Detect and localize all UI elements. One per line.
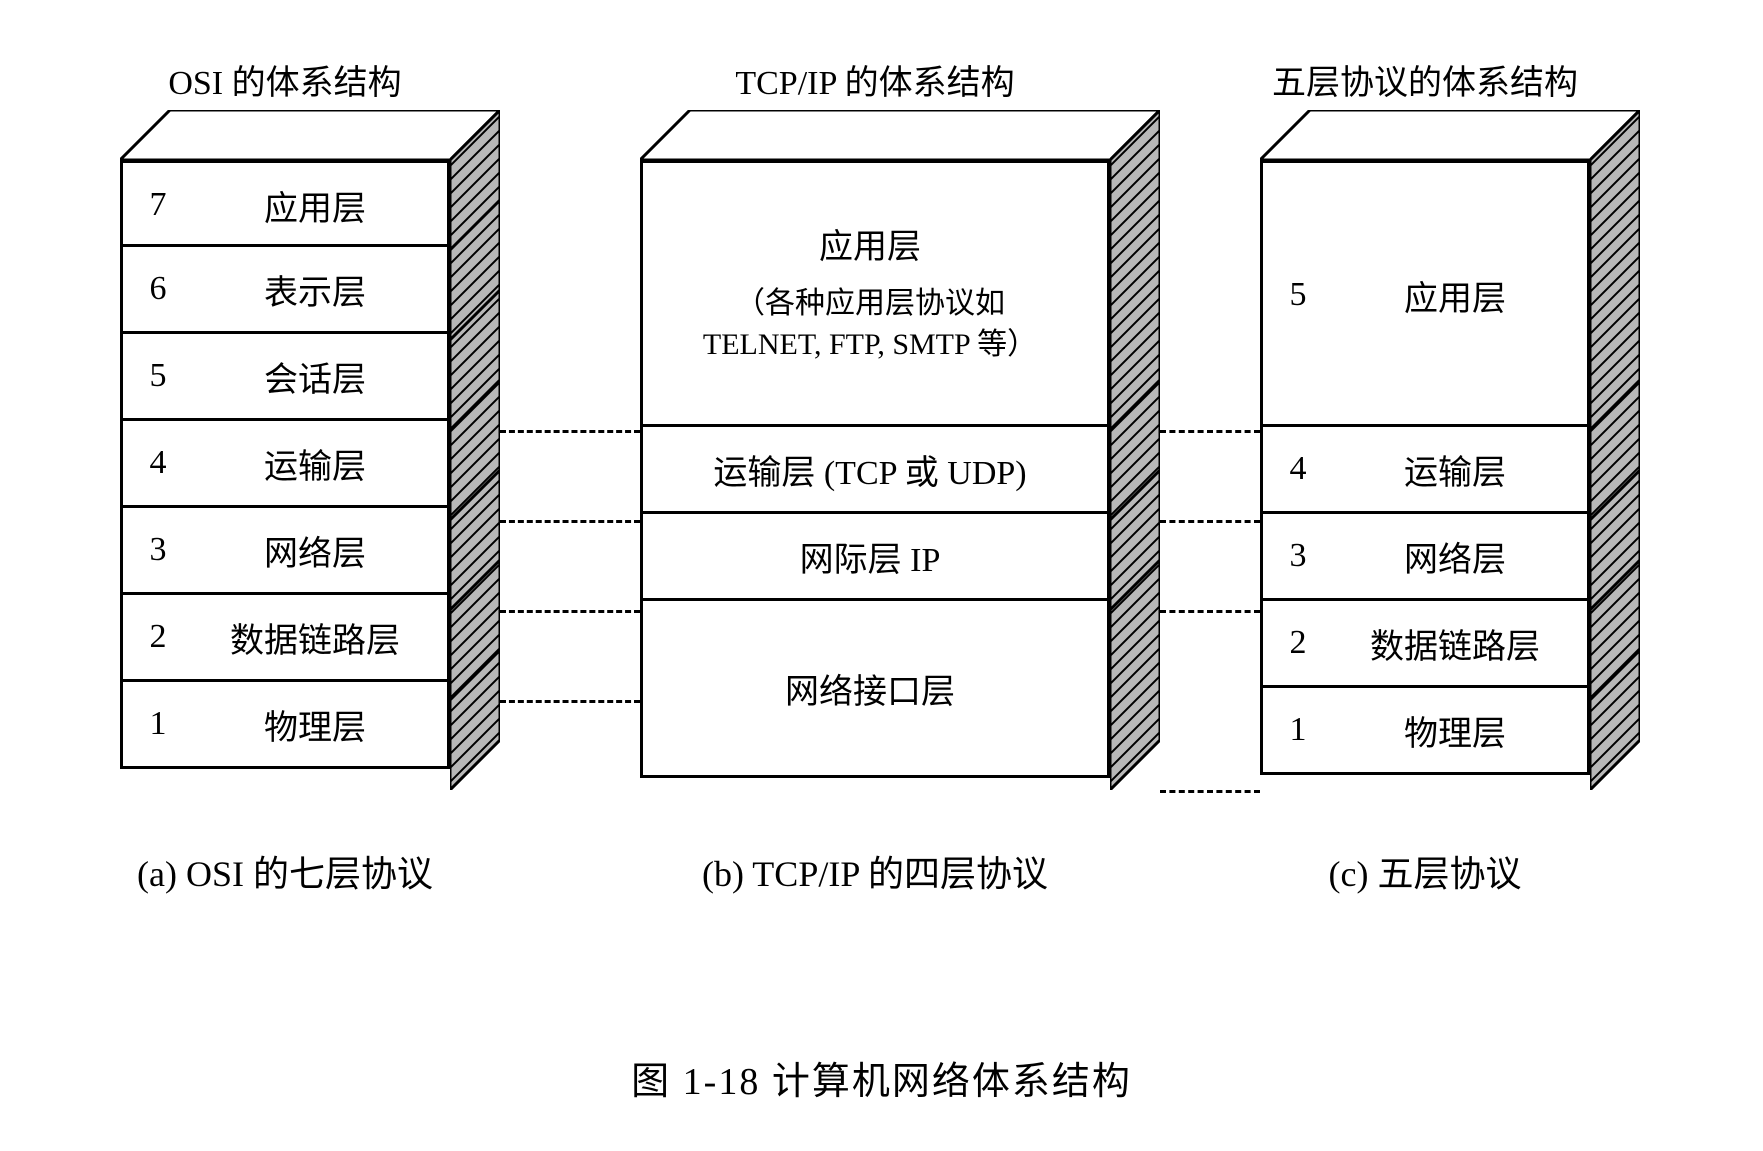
five-layer-1: 4运输层	[1260, 424, 1590, 514]
dash-1-1	[1160, 520, 1260, 523]
osi-layer-1-number: 6	[123, 270, 193, 308]
five-layer-2: 3网络层	[1260, 511, 1590, 601]
five-title: 五层协议的体系结构	[1215, 55, 1635, 104]
osi-layer-6: 1物理层	[120, 679, 450, 769]
osi-layer-5-label: 数据链路层	[193, 613, 447, 662]
osi-layer-2-number: 5	[123, 357, 193, 395]
five-layer-4-label: 物理层	[1333, 706, 1587, 755]
figure-caption: 图 1-18 计算机网络体系结构	[0, 1050, 1763, 1105]
osi-layer-2-label: 会话层	[193, 352, 447, 401]
tcpip-layer-1: 运输层 (TCP 或 UDP)	[640, 424, 1110, 514]
dash-2-1	[1160, 610, 1260, 613]
osi-layer-3-number: 4	[123, 444, 193, 482]
five-layer-2-number: 3	[1263, 537, 1333, 575]
dash-0-0	[500, 430, 640, 433]
tcpip-side-face	[1110, 110, 1160, 790]
osi-layer-4-number: 3	[123, 531, 193, 569]
tcpip-layer-2-label: 网际层 IP	[643, 532, 1107, 581]
osi-layer-0-label: 应用层	[193, 181, 447, 230]
tcpip-layer-0-label: 应用层 （各种应用层协议如 TELNET, FTP, SMTP 等）	[643, 225, 1107, 366]
osi-layer-5: 2数据链路层	[120, 592, 450, 682]
tcpip-layer-2: 网际层 IP	[640, 511, 1110, 601]
tcpip-layer-0-label-main: 应用层	[819, 225, 921, 271]
tcpip-title: TCP/IP 的体系结构	[665, 55, 1085, 104]
five-sub-caption: (c) 五层协议	[1205, 845, 1645, 897]
osi-layer-3: 4运输层	[120, 418, 450, 508]
five-layer-2-label: 网络层	[1333, 532, 1587, 581]
dash-4-0	[1160, 790, 1260, 793]
dash-1-0	[500, 520, 640, 523]
dash-3-0	[500, 700, 640, 703]
tcpip-sub-caption: (b) TCP/IP 的四层协议	[655, 845, 1095, 897]
osi-layer-5-number: 2	[123, 618, 193, 656]
five-layer-0-label: 应用层	[1333, 271, 1587, 320]
five-layer-3: 2数据链路层	[1260, 598, 1590, 688]
osi-layer-1: 6表示层	[120, 244, 450, 334]
tcpip-stack: 应用层 （各种应用层协议如 TELNET, FTP, SMTP 等） 运输层 (TC…	[640, 110, 1160, 790]
five-layer-0-number: 5	[1263, 276, 1333, 314]
tcpip-layer-0: 应用层 （各种应用层协议如 TELNET, FTP, SMTP 等）	[640, 160, 1110, 430]
five-side-face	[1590, 110, 1640, 790]
five-layer-4: 1物理层	[1260, 685, 1590, 775]
osi-stack: 7应用层6表示层5会话层4运输层3网络层2数据链路层1物理层	[120, 110, 500, 790]
tcpip-layer-1-label: 运输层 (TCP 或 UDP)	[643, 445, 1107, 494]
tcpip-top-cap	[640, 110, 1160, 160]
osi-layer-0: 7应用层	[120, 160, 450, 250]
five-layer-0: 5应用层	[1260, 160, 1590, 430]
osi-layer-6-label: 物理层	[193, 700, 447, 749]
tcpip-layer-3-label: 网络接口层	[643, 664, 1107, 713]
osi-layer-0-number: 7	[123, 186, 193, 224]
tcpip-layer-0-label-sub: （各种应用层协议如 TELNET, FTP, SMTP 等）	[703, 284, 1037, 365]
osi-layer-2: 5会话层	[120, 331, 450, 421]
five-stack: 5应用层4运输层3网络层2数据链路层1物理层	[1260, 110, 1640, 790]
osi-side-face	[450, 110, 500, 790]
five-layer-3-number: 2	[1263, 624, 1333, 662]
osi-layer-6-number: 1	[123, 705, 193, 743]
five-top-cap	[1260, 110, 1640, 160]
tcpip-layer-3: 网络接口层	[640, 598, 1110, 778]
five-layer-1-label: 运输层	[1333, 445, 1587, 494]
five-layer-3-label: 数据链路层	[1333, 619, 1587, 668]
five-layer-1-number: 4	[1263, 450, 1333, 488]
osi-sub-caption: (a) OSI 的七层协议	[65, 845, 505, 897]
osi-layer-3-label: 运输层	[193, 439, 447, 488]
osi-title: OSI 的体系结构	[75, 55, 495, 104]
dash-0-1	[1160, 430, 1260, 433]
osi-layer-4: 3网络层	[120, 505, 450, 595]
dash-2-0	[500, 610, 640, 613]
osi-layer-1-label: 表示层	[193, 265, 447, 314]
osi-top-cap	[120, 110, 500, 160]
osi-layer-4-label: 网络层	[193, 526, 447, 575]
five-layer-4-number: 1	[1263, 711, 1333, 749]
